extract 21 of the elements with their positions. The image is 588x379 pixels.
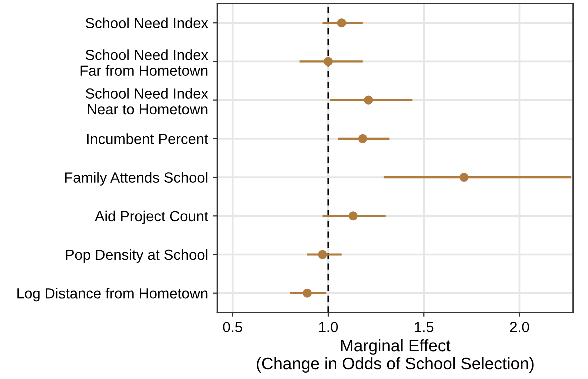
point	[302, 288, 312, 298]
x-tick-label: 1.5	[415, 322, 434, 332]
y-tick-label: School Need Index Near to Hometown	[86, 88, 208, 115]
x-axis-title: Marginal Effect (Change in Odds of School Selection)	[257, 339, 534, 373]
y-tick-label: Aid Project Count	[95, 210, 208, 224]
y-tick-label: School Need Index Far from Hometown	[80, 50, 208, 76]
point	[460, 173, 469, 182]
point	[337, 18, 346, 28]
x-tick-label: 2.0	[510, 322, 530, 332]
point	[348, 212, 358, 221]
y-tick-label: Log Distance from Hometown	[18, 288, 208, 302]
y-tick-label: School Need Index	[86, 18, 208, 29]
y-tick-label: Pop Density at School	[66, 249, 208, 264]
point	[358, 134, 368, 144]
point	[364, 96, 374, 105]
y-tick-label: Incumbent Percent	[87, 134, 208, 144]
x-tick-label: 0.5	[223, 322, 242, 332]
point	[324, 57, 334, 66]
x-tick-label: 1.0	[319, 322, 338, 332]
y-tick-label: Family Attends School	[65, 172, 208, 186]
point	[318, 250, 328, 260]
